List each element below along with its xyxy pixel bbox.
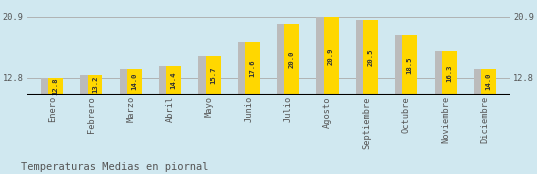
- Bar: [395, 35, 410, 95]
- Bar: [316, 17, 331, 95]
- Bar: [206, 56, 221, 95]
- Text: Temperaturas Medias en piornal: Temperaturas Medias en piornal: [21, 162, 209, 172]
- Bar: [238, 42, 253, 95]
- Text: 20.9: 20.9: [328, 47, 334, 65]
- Text: 20.5: 20.5: [367, 49, 373, 66]
- Bar: [159, 66, 174, 95]
- Text: 17.6: 17.6: [249, 60, 256, 77]
- Bar: [324, 17, 338, 95]
- Bar: [402, 35, 417, 95]
- Bar: [81, 74, 96, 95]
- Bar: [88, 74, 103, 95]
- Bar: [277, 24, 292, 95]
- Bar: [127, 69, 142, 95]
- Bar: [356, 20, 371, 95]
- Text: 14.0: 14.0: [132, 73, 137, 90]
- Bar: [363, 20, 378, 95]
- Bar: [166, 66, 181, 95]
- Bar: [434, 51, 449, 95]
- Text: 13.2: 13.2: [92, 76, 98, 93]
- Bar: [481, 69, 496, 95]
- Bar: [199, 56, 213, 95]
- Bar: [474, 69, 489, 95]
- Bar: [245, 42, 260, 95]
- Text: 15.7: 15.7: [210, 66, 216, 84]
- Bar: [41, 78, 56, 95]
- Text: 14.0: 14.0: [485, 73, 491, 90]
- Text: 14.4: 14.4: [171, 71, 177, 89]
- Bar: [284, 24, 299, 95]
- Bar: [120, 69, 135, 95]
- Text: 16.3: 16.3: [446, 64, 452, 82]
- Bar: [441, 51, 456, 95]
- Text: 18.5: 18.5: [407, 56, 413, 74]
- Text: 12.8: 12.8: [53, 77, 59, 95]
- Bar: [48, 78, 63, 95]
- Text: 20.0: 20.0: [289, 50, 295, 68]
